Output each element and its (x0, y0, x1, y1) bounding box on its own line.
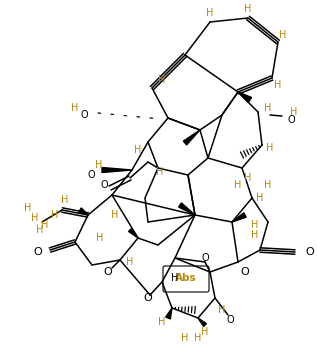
Text: Abs: Abs (175, 273, 197, 283)
Text: H: H (51, 210, 59, 220)
Text: H: H (71, 103, 78, 113)
Polygon shape (178, 203, 195, 215)
Polygon shape (102, 167, 132, 172)
Text: O: O (100, 180, 108, 190)
Text: O: O (87, 170, 95, 180)
Text: H: H (126, 257, 134, 267)
Text: H: H (256, 193, 264, 203)
Polygon shape (183, 130, 200, 145)
Text: O: O (226, 315, 234, 325)
Text: O: O (288, 115, 296, 125)
Text: H: H (111, 210, 119, 220)
Text: H: H (134, 145, 142, 155)
Text: H: H (266, 143, 274, 153)
Text: H: H (206, 8, 214, 18)
Text: H: H (251, 230, 259, 240)
Polygon shape (232, 213, 246, 222)
Polygon shape (198, 318, 206, 326)
Text: O: O (305, 247, 314, 257)
Text: O: O (144, 293, 152, 303)
Text: O: O (104, 267, 112, 277)
Text: H: H (244, 4, 252, 14)
Text: H: H (95, 160, 102, 170)
Text: H: H (41, 220, 49, 230)
Text: H: H (244, 173, 252, 183)
Text: O: O (81, 110, 88, 120)
Text: H: H (181, 333, 189, 343)
Text: H: H (234, 180, 242, 190)
Text: H: H (61, 195, 69, 205)
Text: H: H (31, 213, 39, 223)
Text: O: O (34, 247, 42, 257)
Text: H: H (264, 103, 272, 113)
Polygon shape (79, 208, 88, 215)
Text: H: H (264, 180, 272, 190)
Text: H: H (290, 107, 297, 117)
Text: H: H (171, 273, 179, 283)
Polygon shape (129, 229, 138, 238)
Text: O: O (201, 253, 209, 263)
Text: H: H (279, 30, 287, 40)
Text: O: O (241, 267, 249, 277)
Polygon shape (238, 92, 252, 102)
Text: H: H (96, 233, 104, 243)
Text: H: H (194, 333, 202, 343)
Text: H: H (201, 327, 209, 337)
Text: H: H (274, 80, 282, 90)
Text: H: H (24, 203, 32, 213)
Text: H: H (36, 225, 44, 235)
Polygon shape (166, 308, 172, 319)
FancyBboxPatch shape (163, 266, 209, 292)
Text: H: H (156, 167, 164, 177)
Text: H: H (158, 317, 166, 327)
Text: H: H (251, 220, 259, 230)
Text: H: H (218, 305, 226, 315)
Text: H: H (158, 75, 166, 85)
